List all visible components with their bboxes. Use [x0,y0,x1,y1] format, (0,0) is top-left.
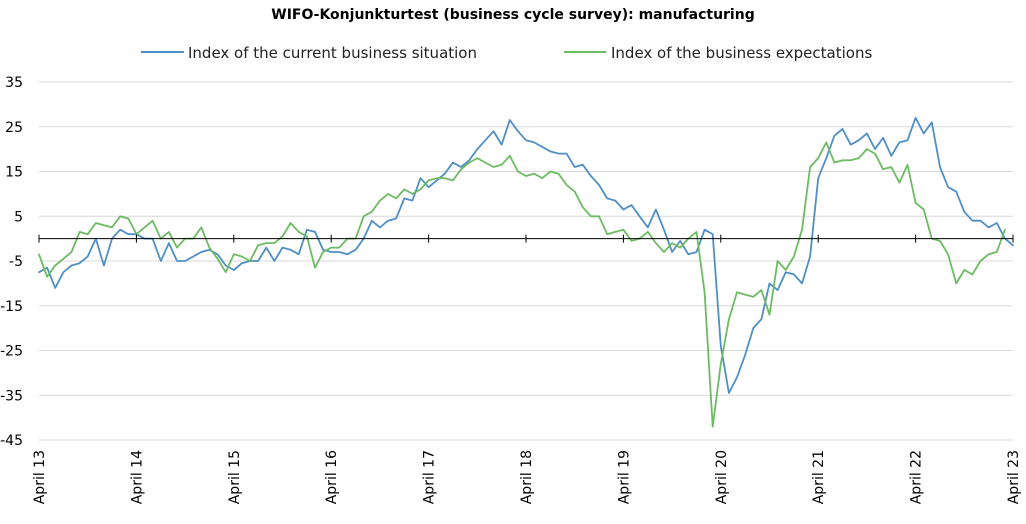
x-tick-label: April 14 [129,450,145,504]
y-tick-label: -45 [0,433,23,449]
y-tick-label: -35 [0,388,23,404]
x-tick-label: April 22 [909,450,925,504]
y-tick-label: 15 [5,165,23,181]
y-tick-label: -5 [9,254,23,270]
y-tick-label: 5 [14,209,23,225]
y-tick-label: 25 [5,120,23,136]
series-lines [38,116,1014,428]
gridlines [39,81,1013,441]
y-tick-label: -25 [0,344,23,360]
x-tick-label: April 20 [714,450,730,504]
x-axis-tick-labels: April 13 April 14 April 15 April 16 April 17… [32,450,1022,504]
x-tick-label: April 21 [811,450,827,504]
x-tick-label: April 15 [227,450,243,504]
legend: Index of the current business situation … [141,44,872,62]
x-tick-label: April 18 [519,450,535,504]
x-tick-label: April 17 [422,450,438,504]
chart-title: WIFO-Konjunkturtest (business cycle surv… [271,7,754,23]
x-tick-label: April 16 [324,450,340,504]
legend-label-expectations: Index of the business expectations [611,44,872,62]
x-tick-label: April 13 [32,450,48,504]
x-axis [38,234,1014,243]
x-tick-label: April 19 [616,450,632,504]
legend-label-current-situation: Index of the current business situation [188,44,477,62]
series-line-current-situation [38,116,1014,394]
x-tick-label: April 23 [1006,450,1022,504]
series-line-expectations [38,141,1006,428]
y-tick-label: -15 [0,299,23,315]
y-tick-label: 35 [5,75,23,91]
y-axis-tick-labels: 35 25 15 5 -5 -15 -25 -35 -45 [0,75,23,449]
